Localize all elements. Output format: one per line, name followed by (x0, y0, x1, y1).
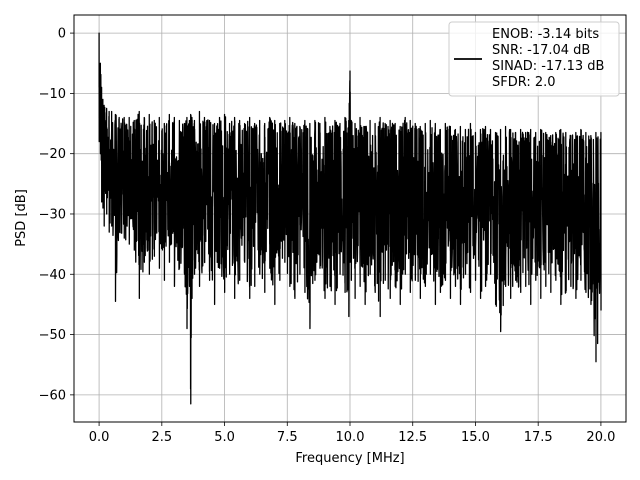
y-tick-label: −20 (39, 147, 66, 162)
legend-line-enob: ENOB: -3.14 bits (492, 27, 599, 42)
y-tick-label: −30 (39, 207, 66, 222)
x-tick-label: 15.0 (461, 430, 490, 445)
legend-box (448, 21, 620, 97)
legend: ENOB: -3.14 bits SNR: -17.04 dB SINAD: -… (448, 21, 620, 97)
legend-line-sinad: SINAD: -17.13 dB (492, 59, 604, 74)
y-tick-label: 0 (58, 27, 66, 42)
y-tick-label: −50 (39, 328, 66, 343)
y-axis-ticks: 0 −10 −20 −30 −40 −50 −60 (39, 27, 74, 403)
x-tick-label: 5.0 (214, 430, 235, 445)
x-axis-ticks: 0.0 2.5 5.0 7.5 10.0 12.5 15.0 17.5 20.0 (89, 422, 615, 445)
x-tick-label: 7.5 (277, 430, 298, 445)
psd-trace (98, 32, 602, 405)
legend-line-sfdr: SFDR: 2.0 (492, 75, 556, 90)
x-tick-label: 20.0 (586, 430, 615, 445)
y-tick-label: −40 (39, 268, 66, 283)
y-tick-label: −10 (39, 87, 66, 102)
x-tick-label: 0.0 (89, 430, 110, 445)
x-tick-label: 17.5 (524, 430, 553, 445)
psd-series-line (98, 32, 602, 405)
x-tick-label: 10.0 (336, 430, 365, 445)
x-axis-title: Frequency [MHz] (295, 451, 404, 466)
y-axis-title: PSD [dB] (14, 189, 29, 247)
x-tick-label: 12.5 (398, 430, 427, 445)
legend-line-snr: SNR: -17.04 dB (492, 43, 590, 58)
x-tick-label: 2.5 (151, 430, 172, 445)
y-tick-label: −60 (39, 388, 66, 403)
